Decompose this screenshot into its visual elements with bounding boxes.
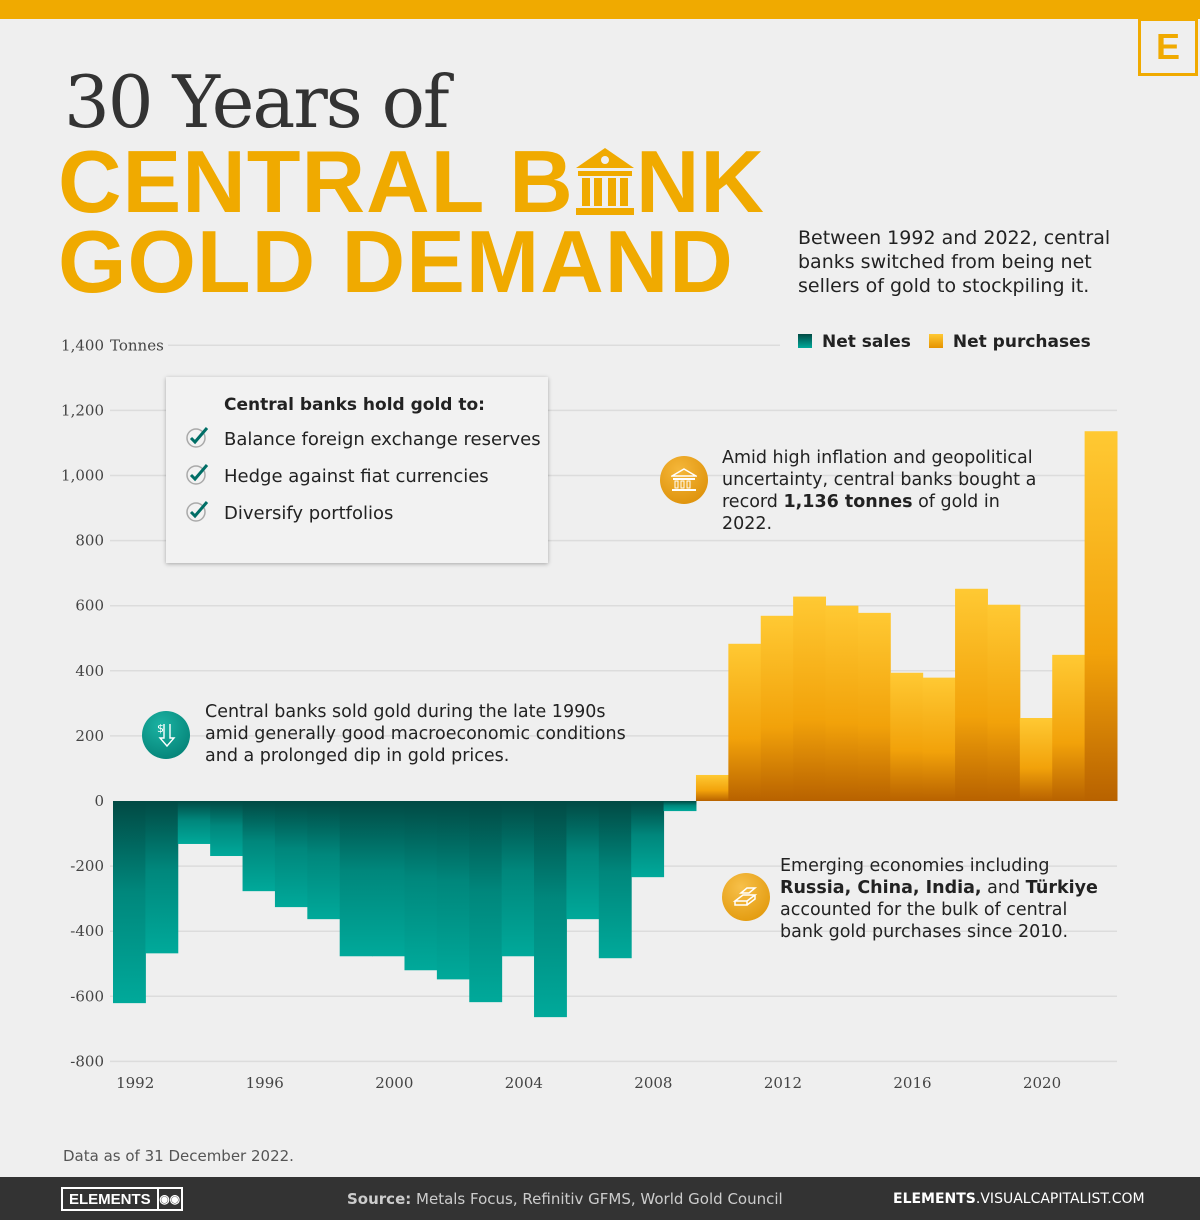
x-tick-label: 2008 <box>634 1074 672 1092</box>
y-axis-unit: Tonnes <box>110 336 164 354</box>
bar-1999 <box>339 801 373 957</box>
title-line1: 30 Years of <box>64 60 450 144</box>
bar-2013 <box>793 596 827 801</box>
x-tick-label: 2012 <box>764 1074 802 1092</box>
bar-2020 <box>1019 717 1053 801</box>
bar-2004 <box>501 801 535 957</box>
bar-2015 <box>857 612 891 801</box>
bar-1996 <box>242 801 276 892</box>
intro-text: Between 1992 and 2022, central banks swi… <box>798 227 1111 297</box>
bar-2011 <box>728 643 762 801</box>
callout-emerging: Emerging economies including Russia, Chi… <box>780 856 1098 942</box>
title-line3: GOLD DEMAND <box>58 212 734 311</box>
x-tick-label: 2000 <box>375 1074 413 1092</box>
top-bar <box>0 0 1200 19</box>
check-icon <box>186 464 209 485</box>
legend-item-net-sales: Net sales <box>798 332 911 352</box>
info-box: Central banks hold gold to: Balance fore… <box>166 377 548 563</box>
y-tick-label: -800 <box>70 1052 104 1070</box>
bar-2018 <box>955 588 988 801</box>
chart: 1,4001,2001,0008006004002000-200-400-600… <box>61 336 1118 1092</box>
info-item: Diversify portfolios <box>186 501 548 524</box>
y-tick-label: 1,400 <box>61 336 104 354</box>
bar-2005 <box>534 801 567 1018</box>
y-tick-label: -200 <box>70 857 104 875</box>
y-tick-label: -400 <box>70 922 104 940</box>
bank-icon <box>575 148 634 215</box>
y-tick-label: 0 <box>94 792 104 810</box>
legend-label: Net purchases <box>952 332 1091 352</box>
source: Source: Metals Focus, Refinitiv GFMS, Wo… <box>347 1190 783 1208</box>
callout-sales: Central banks sold gold during the late … <box>205 702 626 766</box>
x-tick-label: 2004 <box>505 1074 543 1092</box>
check-icon <box>186 501 209 522</box>
footer: ELEMENTS ◉◉ Source: Metals Focus, Refinit… <box>0 1177 1200 1220</box>
legend: Net sales Net purchases <box>798 332 1091 352</box>
info-item: Hedge against fiat currencies <box>186 464 548 487</box>
bar-2002 <box>436 801 470 980</box>
bar-2014 <box>825 605 859 801</box>
legend-item-net-purchases: Net purchases <box>928 332 1091 352</box>
bar-1998 <box>307 801 341 920</box>
x-tick-label: 1992 <box>116 1074 154 1092</box>
callout-record: Amid high inflation and geopolitical unc… <box>722 448 1037 534</box>
bar-2008 <box>631 801 665 878</box>
bar-2021 <box>1052 654 1086 801</box>
bar-1992 <box>113 801 146 1004</box>
x-tick-label: 1996 <box>246 1074 284 1092</box>
svg-text:$: $ <box>157 722 164 735</box>
bar-1995 <box>210 801 244 857</box>
y-tick-label: 400 <box>75 662 104 680</box>
y-tick-label: 1,000 <box>61 467 104 485</box>
bar-2000 <box>372 801 405 957</box>
elements-logo: E <box>1138 18 1198 76</box>
gold-bars-icon <box>722 873 770 921</box>
legend-label: Net sales <box>822 332 911 352</box>
bar-1997 <box>274 801 308 908</box>
info-box-title: Central banks hold gold to: <box>224 395 485 415</box>
website-link[interactable]: ELEMENTS.VISUALCAPITALIST.COM <box>893 1191 1145 1207</box>
x-tick-label: 2016 <box>893 1074 931 1092</box>
bar-2016 <box>890 672 924 801</box>
bar-2009 <box>663 801 697 812</box>
bar-1994 <box>177 801 211 844</box>
bar-2007 <box>598 801 632 959</box>
y-tick-label: 200 <box>75 727 104 745</box>
info-item: Balance foreign exchange reserves <box>186 427 548 450</box>
bar-2003 <box>469 801 503 1003</box>
y-tick-label: 600 <box>75 597 104 615</box>
footer-logo: ELEMENTS ◉◉ <box>61 1187 183 1211</box>
bar-2001 <box>404 801 438 971</box>
bar-2006 <box>566 801 600 920</box>
bar-2012 <box>760 615 794 801</box>
x-tick-label: 2020 <box>1023 1074 1061 1092</box>
check-icon <box>186 427 209 448</box>
title-part: CENTRAL B <box>58 132 574 231</box>
money-down-icon: $ <box>142 711 190 759</box>
title-line2: CENTRAL B NK <box>58 138 765 226</box>
bar-1993 <box>145 801 179 954</box>
y-tick-label: -600 <box>70 987 104 1005</box>
eyes-icon: ◉◉ <box>156 1189 181 1209</box>
y-tick-label: 1,200 <box>61 401 104 419</box>
bar-2019 <box>987 604 1021 801</box>
data-note: Data as of 31 December 2022. <box>63 1147 294 1165</box>
title-part: NK <box>635 132 765 231</box>
bar-2017 <box>922 677 956 801</box>
bank-icon <box>660 456 708 504</box>
y-tick-label: 800 <box>75 532 104 550</box>
bar-2010 <box>695 774 729 801</box>
bar-2022 <box>1084 431 1118 801</box>
